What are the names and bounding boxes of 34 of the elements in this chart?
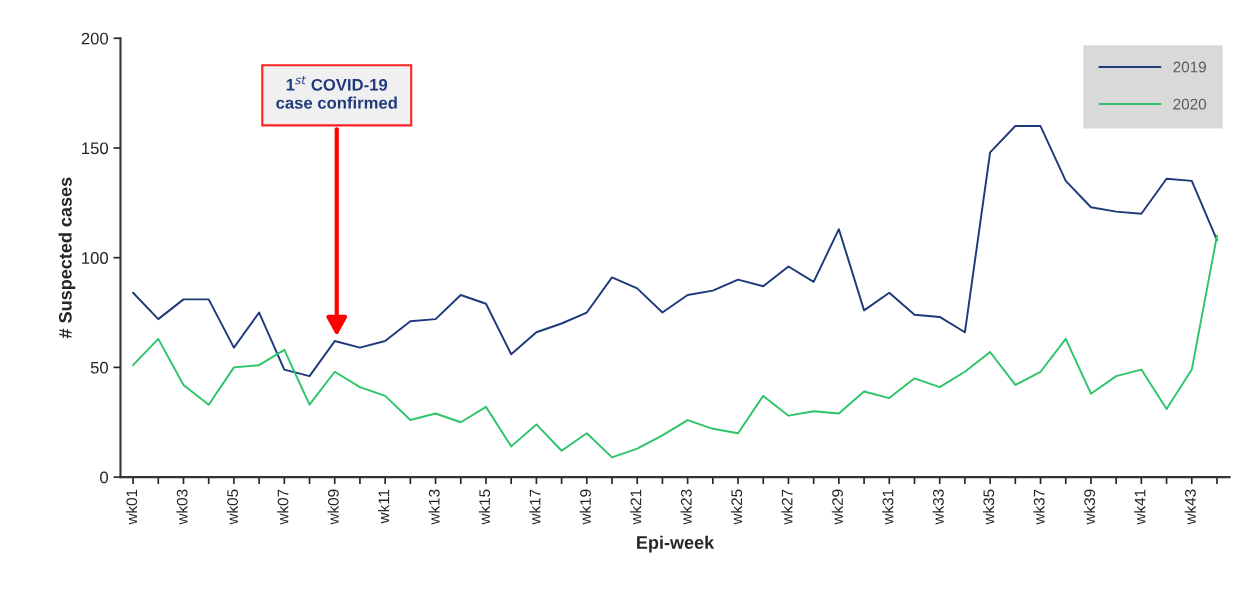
x-tick-label: wk13	[428, 489, 440, 525]
x-tick-label: wk29	[831, 489, 843, 525]
x-tick-label: wk03	[176, 489, 188, 525]
x-tick-label: wk39	[1083, 489, 1096, 525]
x-tick-label: wk09	[327, 489, 339, 525]
x-tick-label: wk23	[680, 489, 692, 525]
x-tick-label: wk37	[1033, 489, 1045, 525]
x-tick-label: wk15	[478, 489, 491, 525]
y-tick-label: 0	[100, 471, 109, 484]
x-tick-label: wk17	[529, 489, 541, 525]
x-tick-label: wk25	[730, 489, 743, 525]
x-tick-label: wk01	[125, 489, 138, 525]
x-tick-label: wk41	[1134, 489, 1146, 525]
legend-label: 2020	[1173, 98, 1207, 110]
y-tick-label: 150	[82, 142, 109, 155]
x-tick-label: wk21	[630, 489, 642, 525]
x-tick-label: wk07	[277, 489, 289, 525]
y-tick-label: 100	[82, 252, 109, 264]
x-axis-title: Epi-week	[637, 535, 715, 553]
x-tick-label: wk35	[982, 489, 995, 525]
x-tick-label: wk19	[579, 489, 591, 525]
y-tick-label: 50	[90, 361, 109, 374]
annotation: 1$^{st}$ COVID-19 case confirmed	[276, 76, 397, 109]
x-tick-label: wk05	[226, 489, 239, 525]
x-tick-label: wk27	[781, 489, 793, 525]
legend-label: 2019	[1173, 61, 1206, 73]
line-series	[132, 234, 1218, 459]
x-tick-label: wk31	[882, 489, 894, 525]
line-series	[132, 125, 1218, 378]
y-tick-label: 200	[81, 32, 109, 45]
x-tick-label: wk11	[378, 489, 390, 524]
y-axis-title: # Suspected cases	[58, 177, 76, 339]
x-tick-label: wk33	[932, 489, 944, 525]
x-tick-label: wk43	[1184, 489, 1196, 525]
